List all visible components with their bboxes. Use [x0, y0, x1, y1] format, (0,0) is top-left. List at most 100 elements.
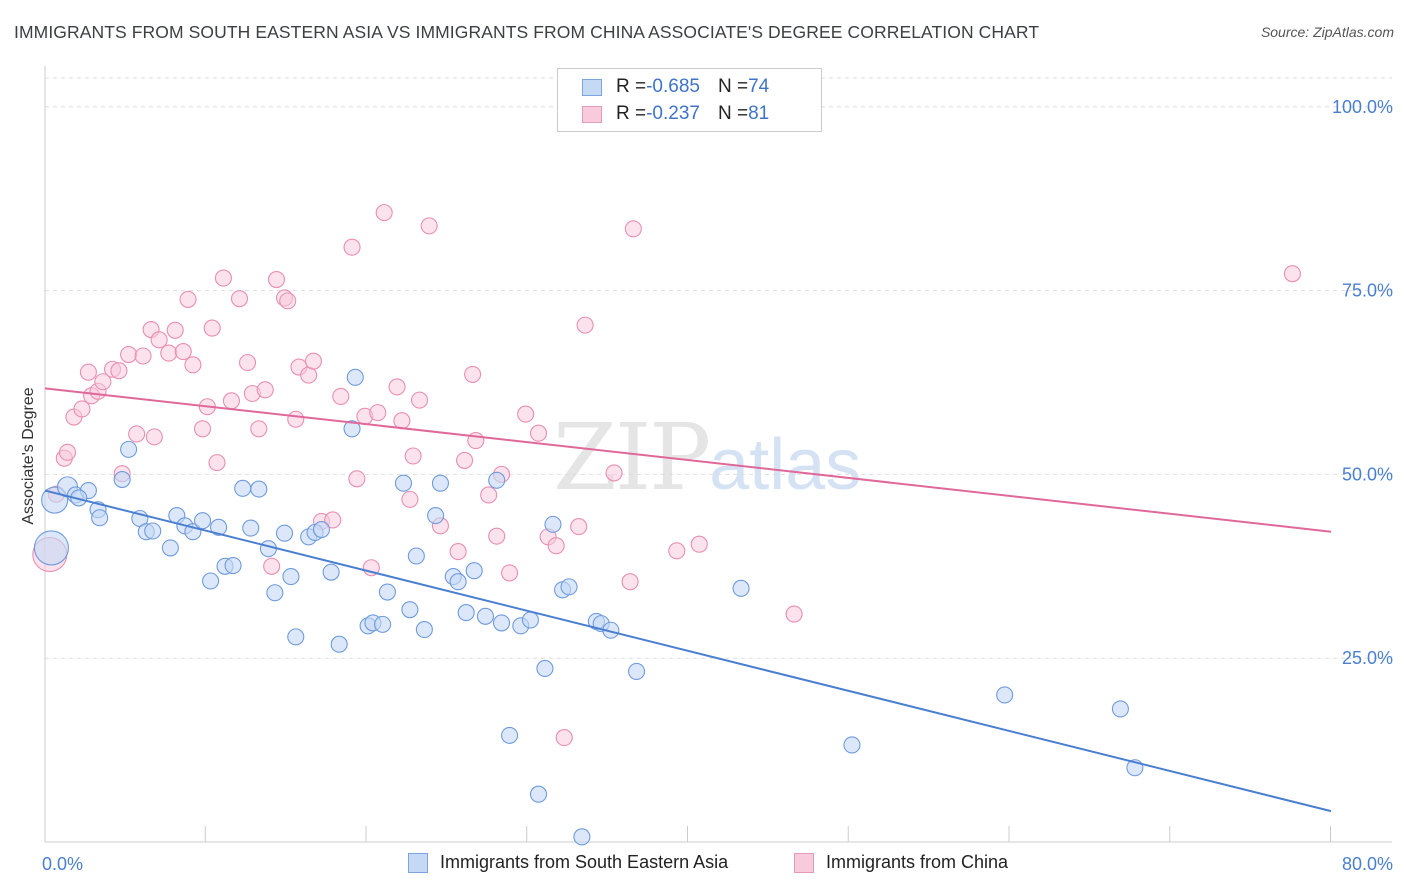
sea-r-value: -0.685: [646, 76, 700, 97]
sea-point: [560, 578, 578, 596]
y-tick-label: 50.0%: [1342, 464, 1393, 484]
china-point: [73, 400, 91, 418]
sea-swatch: [582, 78, 602, 96]
stats-legend: R = -0.685 N = 74 R = -0.237 N = 81: [557, 68, 822, 132]
sea-point: [427, 507, 445, 525]
sea-point: [144, 522, 162, 540]
china-point: [393, 412, 411, 430]
sea-point: [378, 583, 396, 601]
sea-point: [401, 601, 419, 619]
y-tick-label: 25.0%: [1342, 648, 1393, 668]
china-point: [369, 404, 387, 422]
china-point: [624, 220, 642, 238]
china-point: [279, 292, 297, 310]
bottom-legend-china-label: Immigrants from China: [826, 852, 1009, 872]
sea-point: [33, 530, 69, 566]
sea-point: [287, 628, 305, 646]
china-point: [668, 542, 686, 560]
sea-point: [120, 440, 138, 458]
sea-point: [465, 562, 483, 580]
series-sea-points: [33, 368, 1144, 846]
china-point: [193, 420, 212, 438]
china-point: [343, 238, 361, 256]
china-point: [120, 345, 138, 364]
china-point: [94, 373, 112, 391]
sea-point: [330, 635, 348, 653]
sea-point: [449, 573, 467, 591]
china-point: [547, 537, 565, 555]
sea-point: [394, 474, 413, 492]
china-point: [420, 217, 438, 235]
sea-point: [161, 539, 179, 557]
sea-point: [234, 479, 252, 497]
series-china-points: [32, 204, 1301, 747]
sea-point: [488, 471, 506, 489]
sea-point: [415, 620, 433, 639]
sea-point: [996, 686, 1014, 704]
china-point: [166, 321, 184, 339]
china-point: [110, 362, 128, 380]
china-point: [404, 447, 422, 465]
trend-lines: [44, 387, 1332, 813]
china-point: [230, 290, 249, 308]
sea-r-label: R =: [616, 76, 647, 97]
axes: [44, 66, 1392, 843]
y-axis-label: Associate's Degree: [20, 387, 37, 524]
bottom-legend-sea-label: Immigrants from South Eastern Asia: [440, 852, 729, 872]
china-r-value: -0.237: [646, 103, 700, 124]
sea-n-label: N =: [717, 76, 749, 97]
china-point: [174, 343, 192, 361]
china-point: [570, 518, 588, 536]
china-point: [134, 347, 152, 365]
sea-point: [476, 607, 495, 625]
bottom-legend-sea: Immigrants from South Eastern Asia: [408, 852, 728, 873]
sea-point: [536, 659, 554, 678]
sea-point: [573, 828, 591, 846]
china-r-label: R =: [616, 103, 647, 124]
tick-labels: 25.0% 50.0% 75.0% 100.0% 0.0% 80.0%: [42, 97, 1393, 874]
china-point: [555, 729, 573, 747]
china-point: [222, 392, 241, 410]
china-point: [145, 428, 163, 446]
china-swatch: [582, 105, 602, 123]
sea-point: [529, 785, 548, 803]
china-point: [690, 535, 708, 553]
sea-point: [312, 520, 331, 539]
watermark-zip: ZIP: [553, 404, 711, 511]
sea-trend-line: [44, 489, 1332, 813]
sea-point: [374, 615, 392, 633]
china-point: [238, 354, 257, 372]
china-point: [464, 365, 482, 383]
sea-point: [242, 519, 260, 537]
china-point: [449, 543, 467, 561]
sea-point: [224, 557, 242, 575]
sea-point: [322, 563, 340, 581]
china-point: [529, 424, 548, 442]
sea-point: [457, 604, 475, 622]
sea-point: [521, 611, 540, 629]
china-point: [388, 378, 406, 396]
chart-title: IMMIGRANTS FROM SOUTH EASTERN ASIA VS IM…: [14, 22, 1040, 42]
china-point: [1283, 265, 1301, 283]
china-point: [58, 443, 77, 461]
stats-legend-row-china: R = -0.237 N = 81: [582, 102, 769, 126]
china-point: [160, 344, 178, 362]
sea-point: [732, 579, 750, 597]
bottom-legend-china: Immigrants from China: [794, 852, 1008, 873]
china-point: [375, 204, 393, 222]
watermark: ZIPatlas: [553, 404, 861, 511]
sea-point: [431, 474, 449, 492]
china-point: [150, 331, 168, 349]
source-label: Source: ZipAtlas.com: [1260, 24, 1394, 40]
china-point: [128, 425, 146, 443]
china-point: [263, 557, 281, 575]
china-point: [287, 410, 305, 428]
sea-point: [492, 614, 511, 632]
china-point: [324, 511, 342, 529]
sea-point: [544, 515, 562, 533]
china-point: [605, 464, 623, 482]
sea-point: [843, 736, 861, 754]
china-point: [256, 381, 274, 399]
china-point: [501, 564, 519, 582]
sea-point: [1111, 700, 1129, 718]
